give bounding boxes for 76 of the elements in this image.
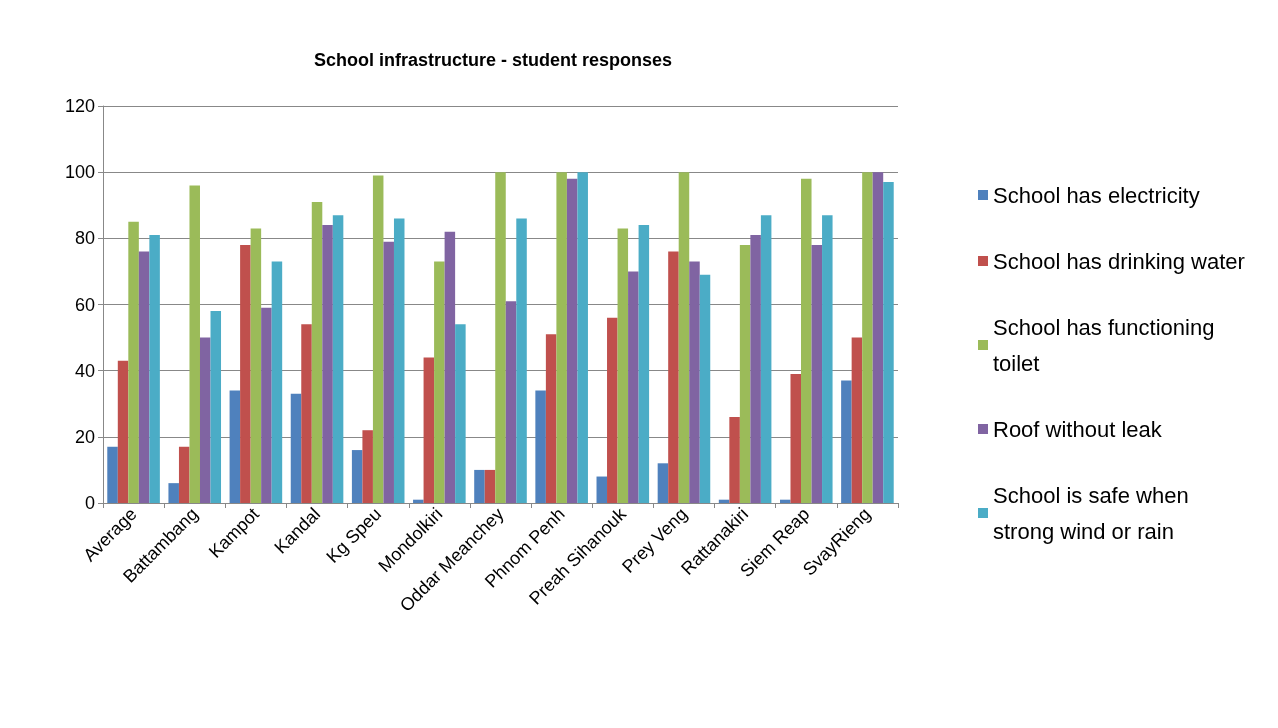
- bar: [199, 337, 211, 503]
- bar: [250, 228, 262, 503]
- bar: [117, 360, 129, 503]
- bar: [851, 337, 863, 503]
- y-tick-label: 0: [84, 493, 95, 513]
- y-tick-label: 60: [74, 294, 95, 315]
- bar: [107, 446, 118, 503]
- bar: [271, 261, 283, 503]
- bar: [689, 261, 700, 503]
- bar: [189, 185, 200, 503]
- bar: [760, 215, 772, 503]
- bar: [516, 218, 527, 503]
- bar: [556, 172, 567, 503]
- bar: [178, 446, 190, 503]
- bar: [322, 225, 333, 503]
- legend-label: Roof without leak: [993, 416, 1163, 442]
- bar: [841, 380, 852, 503]
- legend-label: School has drinking water: [993, 248, 1245, 274]
- bar: [362, 430, 373, 503]
- bar: [128, 221, 139, 503]
- y-tick-label: 120: [64, 96, 95, 116]
- bar: [383, 241, 394, 503]
- bar: [229, 390, 241, 503]
- legend-label: School has electricity: [993, 182, 1200, 208]
- bar: [801, 178, 812, 503]
- bar: [505, 301, 517, 503]
- bar: [883, 182, 894, 503]
- bar: [434, 261, 445, 503]
- legend-label: School is safe when strong wind or rain: [993, 482, 1195, 544]
- bar: [862, 172, 873, 503]
- bar: [628, 271, 639, 503]
- bar: [638, 225, 650, 503]
- y-tick-label: 20: [74, 426, 95, 447]
- bar: [535, 390, 546, 503]
- bar: [495, 172, 506, 503]
- bar: [138, 251, 150, 503]
- bar: [474, 469, 485, 503]
- bar: [872, 172, 884, 503]
- bar: [372, 175, 384, 503]
- bar: [678, 172, 690, 503]
- bar: [617, 228, 629, 503]
- bar: [596, 476, 608, 503]
- bar: [351, 450, 363, 503]
- bar: [811, 244, 823, 503]
- bar: [210, 311, 222, 503]
- bar: [168, 483, 179, 503]
- bar: [484, 469, 496, 503]
- y-tick-label: 100: [64, 162, 95, 183]
- bar: [699, 274, 711, 503]
- legend-label: School has functioning toilet: [993, 314, 1221, 376]
- bar: [261, 307, 272, 503]
- bar: [413, 499, 424, 503]
- y-tick-label: 40: [74, 360, 95, 381]
- bar: [668, 251, 679, 503]
- bar: [455, 324, 466, 503]
- bar: [332, 215, 344, 503]
- bar: [822, 215, 833, 503]
- bar: [393, 218, 405, 503]
- bar: [729, 416, 740, 503]
- bar: [607, 317, 618, 503]
- bar: [657, 463, 669, 503]
- bar: [149, 235, 160, 503]
- bar: [311, 201, 323, 503]
- bar: [444, 231, 456, 503]
- bar: [750, 235, 761, 503]
- bar: [577, 172, 588, 503]
- bar: [566, 178, 578, 503]
- bar: [240, 244, 251, 503]
- bar: [423, 357, 435, 503]
- bar: [290, 393, 302, 503]
- bar: [301, 324, 312, 503]
- y-tick-label: 80: [74, 228, 95, 249]
- bar: [739, 244, 751, 503]
- bar: [545, 334, 557, 503]
- bar: [790, 373, 802, 503]
- chart-title: School infrastructure - student responses: [313, 50, 673, 70]
